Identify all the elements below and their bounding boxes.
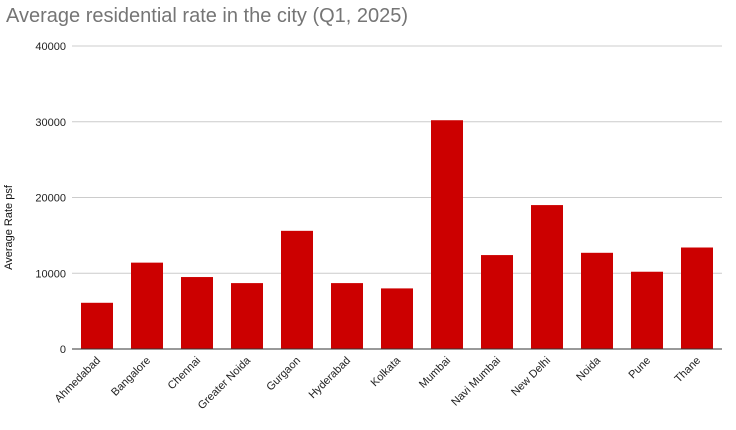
bars	[81, 120, 713, 349]
bar-navi-mumbai	[481, 255, 513, 349]
bar-gurgaon	[281, 230, 313, 349]
y-tick-label: 0	[60, 344, 66, 356]
x-tick-label: Hyderabad	[307, 355, 354, 402]
tick-labels: 0 10000 20000 30000 40000 Ahmedabad Bangalore C…	[35, 41, 703, 412]
bar-noida	[581, 252, 613, 349]
x-tick-label: Gurgaon	[264, 355, 303, 394]
bar-mumbai	[431, 120, 463, 349]
bar-new-delhi	[531, 205, 563, 349]
bar-chennai	[181, 277, 213, 349]
x-tick-label: Noida	[574, 354, 603, 383]
bar-pune	[631, 271, 663, 349]
gridlines	[72, 45, 722, 274]
y-axis-label: Average Rate psf	[3, 184, 15, 270]
y-tick-label: 20000	[35, 193, 66, 205]
y-tick-label: 10000	[35, 268, 66, 280]
x-tick-label: New Delhi	[509, 355, 553, 399]
chart-title: Average residential rate in the city (Q1…	[6, 5, 409, 27]
x-tick-label: Thane	[673, 355, 704, 386]
x-tick-label: Bangalore	[109, 355, 153, 399]
bar-greater-noida	[231, 283, 263, 349]
y-tick-label: 30000	[35, 117, 66, 129]
bar-ahmedabad	[81, 302, 113, 349]
bar-thane	[681, 247, 713, 349]
x-tick-label: Kolkata	[369, 354, 404, 389]
x-tick-label: Mumbai	[417, 355, 453, 391]
bar-hyderabad	[331, 283, 363, 349]
y-tick-label: 40000	[35, 41, 66, 53]
bar-bangalore	[131, 262, 163, 349]
x-tick-label: Ahmedabad	[53, 355, 103, 405]
x-tick-label: Chennai	[166, 355, 203, 392]
bar-kolkata	[381, 288, 413, 349]
x-tick-label: Navi Mumbai	[449, 355, 503, 409]
x-tick-label: Pune	[626, 355, 653, 382]
x-tick-label: Greater Noida	[196, 354, 254, 412]
